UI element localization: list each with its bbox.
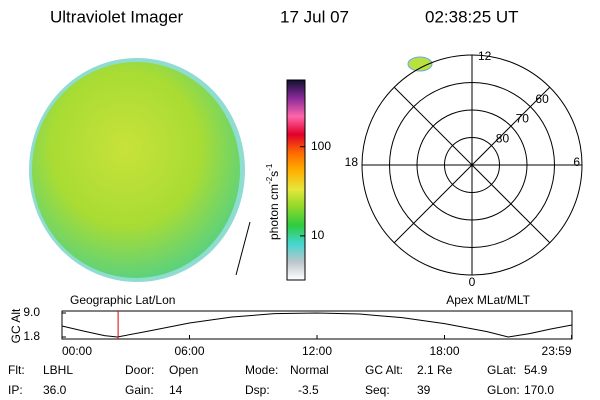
colorbar-label-part: -1: [265, 163, 274, 171]
info-value: -3.5: [298, 383, 319, 397]
info-label: Door:: [125, 363, 154, 377]
info-value: LBHL: [43, 363, 73, 377]
colorbar-label: photon cm-2s-1: [265, 163, 281, 240]
earth-image: [32, 62, 240, 278]
info-value: 170.0: [524, 383, 554, 397]
x-tick-label: 23:59: [542, 344, 572, 358]
info-value: 2.1 Re: [417, 363, 453, 377]
altitude-right-label: Apex MLat/MLT: [446, 293, 530, 307]
info-value: Normal: [290, 363, 329, 377]
altitude-line: [61, 312, 573, 338]
info-label: GLat:: [487, 363, 516, 377]
info-value: 54.9: [524, 363, 548, 377]
altitude-left-label: Geographic Lat/Lon: [70, 293, 175, 307]
altitude-frame: [61, 310, 573, 340]
orbit-line: [235, 221, 251, 276]
x-tick-label: 12:00: [302, 344, 332, 358]
colorbar-label-part: s: [267, 171, 281, 177]
date: 17 Jul 07: [280, 7, 349, 26]
y-tick-label: 1.8: [23, 329, 40, 343]
info-label: GLon:: [487, 383, 520, 397]
polar-ring-label: 80: [496, 131, 510, 145]
x-tick-label: 00:00: [62, 344, 92, 358]
aurora-patch: [407, 56, 433, 72]
info-value: 36.0: [43, 383, 67, 397]
info-label: Dsp:: [245, 383, 270, 397]
colorbar-tick-label: 10: [311, 228, 325, 242]
colorbar-label-part: photon cm: [267, 184, 281, 240]
altitude-axis-label: GC Alt: [9, 308, 23, 343]
colorbar-tick-label: 100: [311, 139, 331, 153]
x-tick-label: 06:00: [174, 344, 204, 358]
x-tick-label: 18:00: [429, 344, 459, 358]
polar-ring: [444, 137, 500, 193]
polar-ring-label: 70: [516, 112, 530, 126]
info-label: IP:: [8, 383, 23, 397]
y-tick-label: 9.0: [23, 305, 40, 319]
title: Ultraviolet Imager: [50, 7, 184, 26]
polar-spoke: [393, 86, 551, 244]
polar-ring: [389, 82, 555, 248]
polar-mlt-label: 18: [345, 155, 359, 169]
info-value: Open: [169, 363, 198, 377]
info-value: 39: [417, 383, 431, 397]
colorbar: [286, 79, 306, 281]
info-label: Seq:: [365, 383, 390, 397]
time: 02:38:25 UT: [425, 7, 519, 26]
info-label: Flt:: [8, 363, 25, 377]
polar-mlt-label: 12: [478, 49, 492, 63]
colorbar-label-part: -2: [265, 176, 274, 184]
polar-ring-label: 60: [535, 92, 549, 106]
polar-mlt-label: 6: [573, 155, 580, 169]
polar-ring: [416, 109, 528, 221]
info-label: Mode:: [245, 363, 278, 377]
polar-mlt-label: 0: [469, 275, 476, 289]
info-value: 14: [169, 383, 183, 397]
info-label: GC Alt:: [365, 363, 403, 377]
info-label: Gain:: [125, 383, 154, 397]
